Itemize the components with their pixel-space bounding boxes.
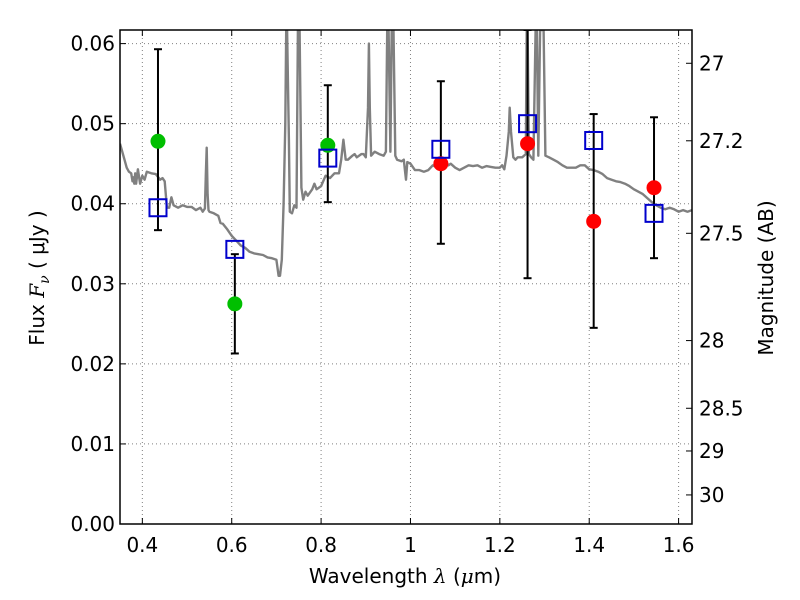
y2-tick-label: 30	[699, 483, 724, 507]
x-tick-label: 0.4	[126, 533, 158, 557]
model-square	[644, 203, 664, 223]
model-square	[518, 114, 538, 134]
points-layer	[150, 133, 662, 312]
y2-tick-label: 28	[699, 329, 724, 353]
y2-tick-label: 27.5	[699, 221, 744, 245]
model-square	[431, 139, 451, 159]
x-tick-label: 0.8	[305, 533, 337, 557]
y2-tick-label: 27	[699, 51, 724, 75]
y-tick-label: 0.00	[70, 512, 115, 536]
plot-frame	[119, 29, 693, 525]
y-axis-label: Flux Fν ( μJy )	[25, 210, 53, 345]
model-square	[318, 148, 338, 168]
y2-tick-label: 29	[699, 439, 724, 463]
model-layer	[148, 114, 664, 259]
model-square	[584, 130, 604, 150]
x-axis-ticks: 0.4 0.6 0.8 1 1.2 1.4 1.6	[126, 30, 695, 557]
model-square	[225, 239, 245, 259]
x-tick-label: 1.6	[663, 533, 695, 557]
y-tick-label: 0.03	[70, 272, 115, 296]
model-square	[148, 198, 168, 218]
x-axis-label: Wavelength λ (μm)	[309, 564, 501, 588]
x-tick-label: 0.6	[216, 533, 248, 557]
y-tick-label: 0.02	[70, 352, 115, 376]
y-tick-label: 0.05	[70, 112, 115, 136]
y2-axis-label: Magnitude (AB)	[754, 200, 778, 355]
x-tick-label: 1.2	[484, 533, 516, 557]
y2-tick-label: 27.2	[699, 129, 744, 153]
spectrum-layer	[120, 30, 692, 277]
red-data-point	[520, 136, 536, 152]
red-data-point	[433, 156, 449, 172]
spectrum-line	[120, 30, 692, 277]
y-tick-label: 0.04	[70, 192, 115, 216]
green-data-point	[150, 133, 166, 149]
y-tick-label: 0.01	[70, 432, 115, 456]
red-data-point	[586, 213, 602, 229]
grid-lines	[120, 30, 692, 525]
x-tick-label: 1.4	[573, 533, 605, 557]
green-data-point	[227, 296, 243, 312]
x-tick-label: 1	[404, 533, 417, 557]
red-data-point	[646, 180, 662, 196]
y-tick-label: 0.06	[70, 32, 115, 56]
y2-tick-label: 28.5	[699, 396, 744, 420]
y-axis-ticks: 0.00 0.01 0.02 0.03 0.04 0.05 0.06	[70, 32, 126, 536]
y2-axis-ticks: 27 27.2 27.5 28 28.5 29 30	[686, 51, 744, 507]
